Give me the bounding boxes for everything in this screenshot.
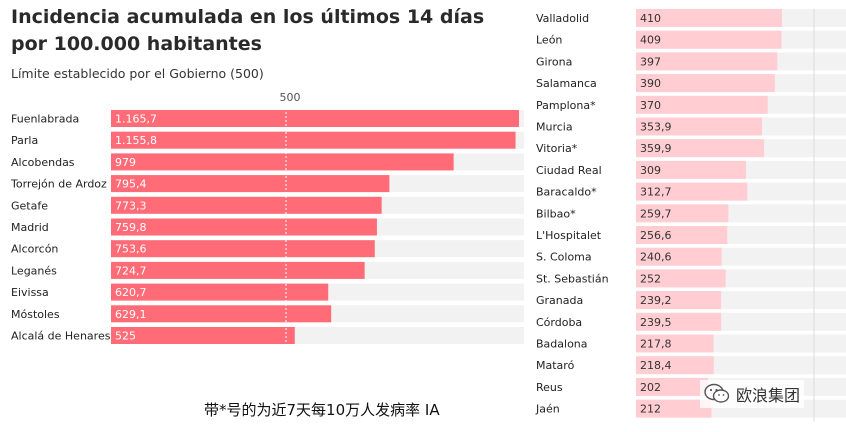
bar: [111, 283, 329, 301]
watermark-text: 欧浪集团: [736, 386, 801, 405]
category-label: Bilbao*: [536, 207, 576, 220]
value-label: 525: [115, 330, 136, 343]
bar: [636, 377, 708, 396]
value-label: 353,9: [640, 121, 672, 134]
bar: [636, 9, 782, 27]
bar: [111, 261, 365, 279]
value-label: 1.165,7: [115, 113, 157, 126]
category-label: S. Coloma: [536, 251, 592, 264]
category-label: Ciudad Real: [536, 164, 602, 177]
value-label: 252: [640, 272, 661, 285]
bar: [636, 226, 728, 244]
bar: [111, 327, 295, 344]
value-label: 240,6: [640, 251, 672, 264]
value-label: 724,7: [115, 264, 147, 277]
category-label: Jaén: [535, 403, 560, 416]
bar: [636, 139, 765, 158]
value-label: 773,3: [115, 199, 147, 212]
value-label: 217,8: [640, 338, 672, 351]
value-label: 309: [640, 164, 661, 177]
value-label: 409: [640, 34, 661, 47]
value-label: 390: [640, 77, 661, 90]
value-label: 239,5: [640, 316, 672, 329]
watermark: 欧浪集团: [700, 380, 805, 408]
bar: [636, 182, 748, 201]
value-label: 979: [115, 156, 136, 169]
value-label: 312,7: [640, 186, 672, 199]
category-label: Alcorcón: [11, 243, 58, 256]
category-label: Alcobendas: [11, 156, 75, 169]
bar: [636, 95, 768, 114]
bar: [636, 52, 778, 71]
value-label: 256,6: [640, 229, 672, 242]
category-label: Baracaldo*: [536, 186, 597, 199]
bar: [636, 269, 726, 288]
value-label: 218,4: [640, 359, 672, 372]
bar: [636, 30, 782, 49]
footnote: 带*号的为近7天每10万人发病率 IA: [204, 401, 440, 419]
chart-title: Incidencia acumulada en los últimos 14 d…: [11, 6, 485, 55]
category-label: Móstoles: [11, 308, 60, 321]
reference-line-label: 500: [279, 91, 301, 104]
category-label: León: [536, 34, 562, 47]
value-label: 759,8: [115, 221, 147, 234]
bar: [111, 110, 519, 127]
category-label: Getafe: [11, 199, 48, 212]
bar: [111, 153, 454, 171]
value-label: 212: [640, 403, 661, 416]
bar: [636, 334, 714, 353]
chart-subtitle: Límite establecido por el Gobierno (500): [11, 66, 264, 81]
category-label: Valladolid: [536, 12, 589, 25]
value-label: 239,2: [640, 294, 672, 307]
left-bar-chart: Fuenlabrada 1.165,7 Parla 1.155,8 Alcobendas…: [10, 110, 524, 344]
bar: [111, 175, 390, 193]
value-label: 410: [640, 12, 661, 25]
category-label: Córdoba: [536, 316, 582, 329]
bar: [636, 117, 762, 136]
value-label: 359,9: [640, 142, 672, 155]
category-label: Mataró: [536, 359, 575, 372]
category-label: Alcalá de Henares: [11, 330, 111, 343]
bar: [636, 399, 712, 418]
category-label: Pamplona*: [536, 99, 596, 112]
bar: [111, 131, 516, 149]
bar: [636, 356, 714, 375]
category-label: Girona: [536, 55, 572, 68]
bar: [636, 74, 775, 93]
value-label: 259,7: [640, 207, 672, 220]
bar: [636, 291, 722, 310]
category-label: L'Hospitalet: [536, 229, 602, 242]
value-label: 629,1: [115, 308, 147, 321]
category-label: Madrid: [11, 221, 49, 234]
bar: [636, 160, 746, 179]
category-label: Fuenlabrada: [11, 113, 79, 126]
category-label: Eivissa: [11, 286, 49, 299]
value-label: 795,4: [115, 178, 147, 191]
value-label: 620,7: [115, 286, 147, 299]
value-label: 1.155,8: [115, 134, 157, 147]
bar: [111, 196, 382, 214]
bar: [636, 247, 722, 266]
category-label: Badalona: [536, 338, 588, 351]
category-label: Murcia: [536, 121, 573, 134]
category-label: Reus: [536, 381, 563, 394]
category-label: St. Sebastián: [536, 272, 609, 285]
category-label: Leganés: [11, 264, 57, 277]
bar: [111, 218, 377, 236]
value-label: 202: [640, 381, 661, 394]
bar: [111, 240, 375, 258]
value-label: 397: [640, 55, 661, 68]
value-label: 370: [640, 99, 661, 112]
category-label: Salamanca: [536, 77, 597, 90]
wechat-icon: [704, 383, 730, 405]
category-label: Parla: [11, 134, 38, 147]
bar: [636, 204, 729, 223]
bar: [111, 305, 332, 323]
category-label: Vitoria*: [536, 142, 578, 155]
category-label: Torrejón de Ardoz: [10, 178, 107, 191]
bar: [636, 312, 722, 331]
category-label: Granada: [536, 294, 583, 307]
value-label: 753,6: [115, 243, 147, 256]
